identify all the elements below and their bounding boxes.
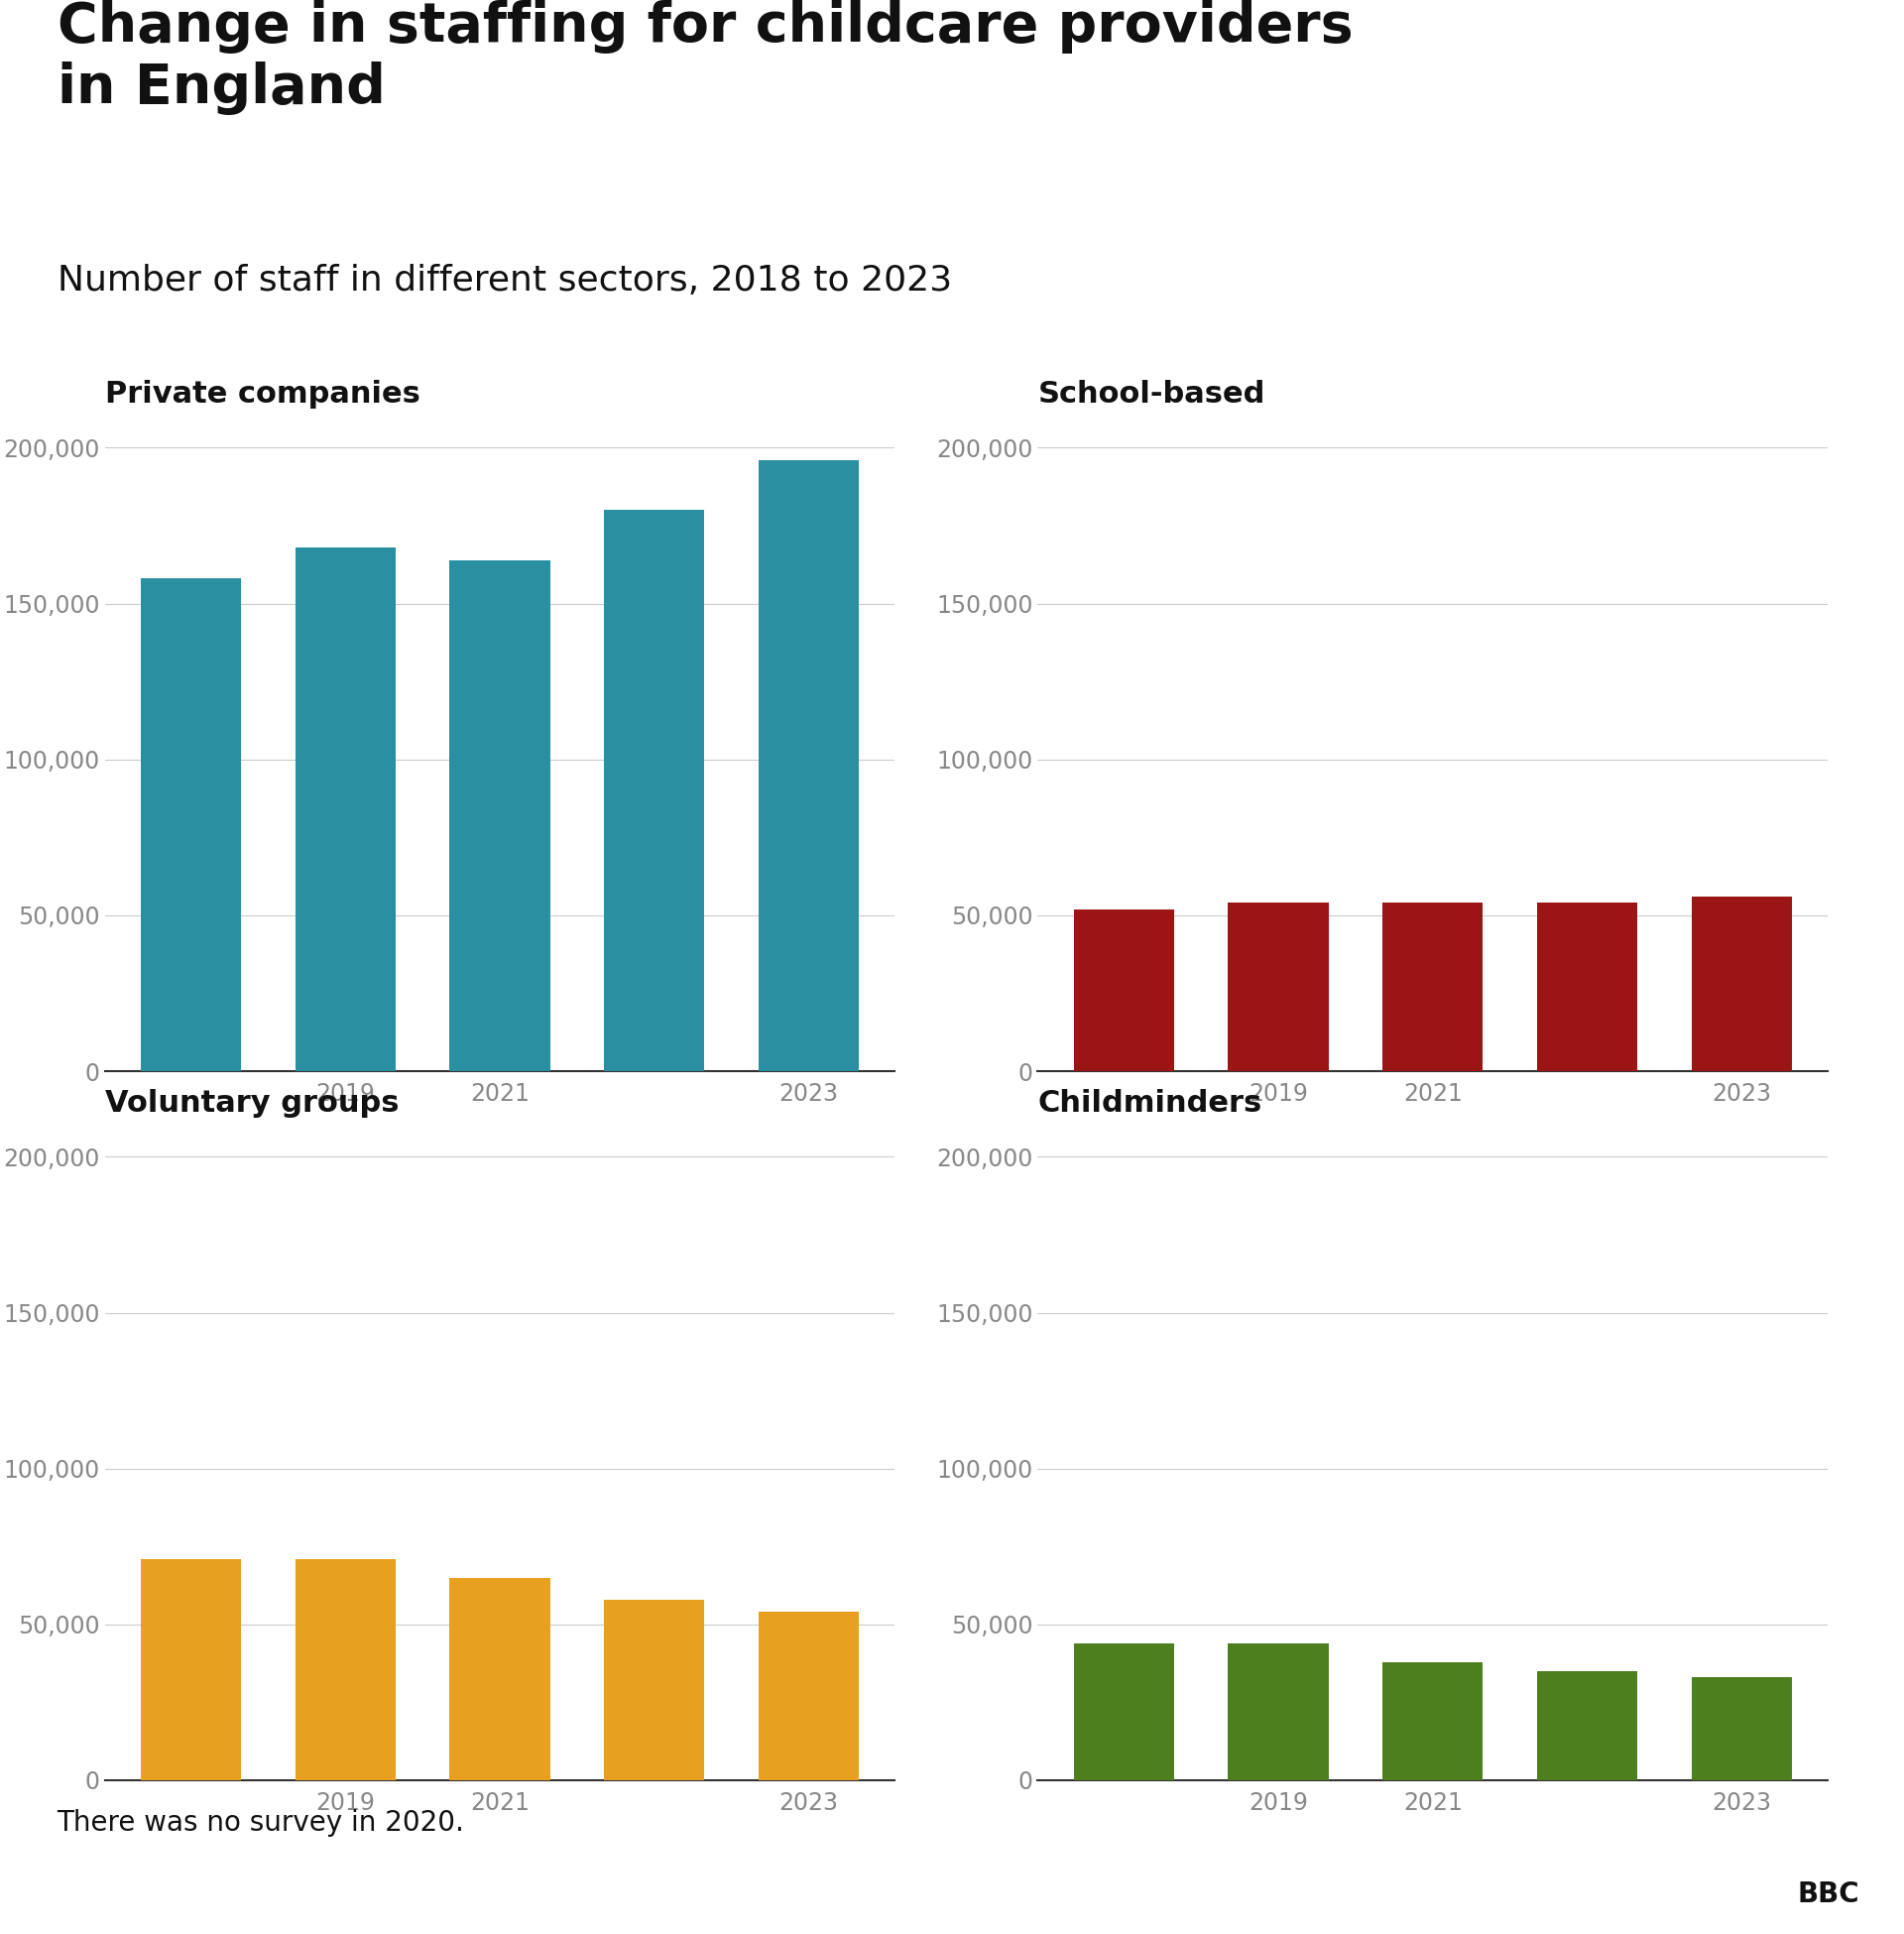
Bar (604, 511, 704, 1071)
Text: Change in staffing for childcare providers
in England: Change in staffing for childcare provide… (57, 0, 1354, 116)
Bar (1228, 903, 1329, 1071)
Bar (449, 561, 550, 1071)
Bar (1691, 1677, 1792, 1781)
Text: Voluntary groups: Voluntary groups (105, 1089, 398, 1118)
Bar (141, 1559, 242, 1781)
Bar (295, 547, 396, 1071)
Bar (1691, 897, 1792, 1071)
Bar (449, 1578, 550, 1781)
Bar (758, 1611, 859, 1781)
Bar (758, 460, 859, 1071)
Text: Number of staff in different sectors, 2018 to 2023: Number of staff in different sectors, 20… (57, 263, 952, 298)
Bar (1537, 903, 1637, 1071)
Bar (1382, 1661, 1483, 1781)
Bar (141, 578, 242, 1071)
Bar (1382, 903, 1483, 1071)
Text: Source: 2023 Survey of Childcare and Early Years Providers, DfE: Source: 2023 Survey of Childcare and Ear… (34, 1882, 830, 1907)
Bar (1537, 1671, 1637, 1781)
Bar (295, 1559, 396, 1781)
Bar (604, 1599, 704, 1781)
Bar (1074, 1644, 1175, 1781)
Text: School-based: School-based (1038, 379, 1264, 408)
Text: There was no survey in 2020.: There was no survey in 2020. (57, 1808, 465, 1835)
Bar (1228, 1644, 1329, 1781)
Bar (1074, 909, 1175, 1071)
Text: Private companies: Private companies (105, 379, 421, 408)
Text: BBC: BBC (1797, 1880, 1860, 1909)
Text: Childminders: Childminders (1038, 1089, 1262, 1118)
